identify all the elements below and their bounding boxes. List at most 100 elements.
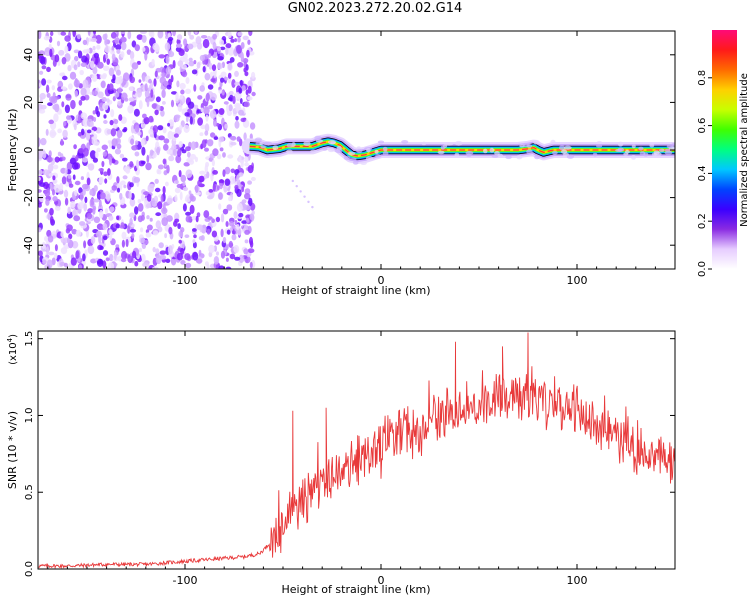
noise-blob: [66, 161, 73, 171]
track-speckle: [314, 135, 322, 141]
noise-blob: [64, 197, 69, 206]
noise-blob: [113, 251, 117, 261]
noise-blob: [242, 35, 249, 41]
noise-blob: [98, 199, 102, 208]
track-speckle: [322, 147, 328, 151]
faint-dot: [303, 195, 306, 198]
noise-blob: [82, 39, 88, 46]
noise-blob: [103, 120, 108, 124]
noise-blob: [176, 252, 183, 261]
noise-blob: [239, 98, 243, 104]
noise-blob: [38, 250, 43, 257]
noise-blob: [224, 76, 229, 81]
colorbar: 0.0 0.2 0.4 0.6 0.8 Normalized spectral ampl…: [697, 30, 750, 277]
noise-blob: [245, 89, 249, 96]
noise-blob: [213, 70, 217, 79]
noise-blob: [106, 58, 110, 65]
noise-blob: [129, 212, 135, 218]
noise-blob: [111, 138, 118, 147]
noise-blob: [211, 64, 217, 71]
track-speckle: [638, 146, 644, 151]
noise-blob: [136, 88, 142, 98]
noise-blob: [92, 66, 98, 75]
noise-blob: [60, 138, 64, 146]
noise-blob: [168, 51, 175, 58]
snr-scale-label: (x104): [6, 334, 19, 365]
noise-blob: [229, 57, 235, 63]
noise-blob: [67, 174, 72, 179]
noise-blob: [177, 223, 181, 230]
noise-blob: [180, 89, 185, 95]
noise-blob: [60, 31, 67, 36]
noise-blob: [216, 62, 223, 70]
noise-blob: [60, 231, 64, 238]
noise-blob: [86, 212, 93, 220]
noise-blob: [116, 143, 122, 150]
noise-blob: [167, 245, 173, 255]
noise-blob: [101, 160, 105, 168]
noise-blob: [48, 251, 55, 256]
track-speckle: [254, 137, 262, 142]
noise-blob: [129, 76, 135, 84]
noise-blob: [38, 176, 41, 181]
track-speckle: [272, 145, 279, 151]
noise-blob: [199, 54, 205, 62]
noise-blob: [217, 56, 224, 61]
x-tick-label: -100: [173, 574, 198, 587]
noise-blob: [135, 159, 140, 169]
noise-blob: [45, 128, 49, 136]
noise-blob: [192, 239, 196, 244]
noise-blob: [181, 70, 188, 78]
noise-blob: [129, 217, 133, 226]
noise-blob: [209, 109, 217, 119]
noise-blob: [208, 189, 214, 193]
noise-blob: [229, 221, 235, 227]
noise-blob: [206, 228, 211, 235]
noise-blob: [59, 261, 66, 267]
noise-blob: [197, 95, 203, 100]
noise-blob: [142, 113, 147, 119]
noise-blob: [38, 227, 42, 233]
noise-blob: [218, 179, 225, 184]
noise-blob: [64, 104, 70, 114]
noise-blob: [116, 129, 123, 139]
noise-blob: [77, 202, 84, 210]
noise-blob: [155, 220, 161, 229]
noise-blob: [217, 185, 220, 191]
noise-blob: [61, 101, 65, 108]
faint-dot: [311, 205, 314, 209]
noise-blob: [107, 262, 115, 269]
noise-blob: [206, 263, 210, 269]
noise-region: [38, 31, 314, 269]
faint-dot: [295, 184, 298, 188]
noise-blob: [157, 201, 163, 210]
noise-blob: [236, 189, 242, 197]
noise-blob: [143, 191, 150, 196]
noise-blob: [77, 61, 81, 68]
snr-panel: -100 0 100 0.0 0.5 1.0 1.5 Height of straight…: [6, 330, 676, 596]
noise-blob: [170, 99, 175, 108]
noise-blob: [234, 184, 239, 190]
noise-blob: [108, 156, 113, 166]
noise-blob: [208, 62, 213, 70]
noise-blob: [193, 84, 197, 92]
noise-blob: [207, 195, 214, 200]
noise-blob: [241, 220, 248, 225]
noise-blob: [61, 156, 66, 161]
noise-blob: [185, 58, 189, 67]
noise-blob: [69, 157, 77, 165]
noise-blob: [178, 141, 183, 148]
track-speckle: [649, 143, 655, 148]
noise-blob: [82, 253, 86, 262]
spectrogram-y-label: Frequency (Hz): [6, 109, 19, 192]
noise-blob: [52, 189, 55, 196]
noise-blob: [224, 123, 228, 129]
noise-blob: [73, 49, 80, 54]
noise-blob: [92, 45, 96, 51]
noise-blob: [180, 227, 185, 233]
noise-blob: [38, 82, 42, 88]
noise-blob: [161, 72, 166, 78]
noise-blob: [156, 146, 161, 156]
noise-blob: [226, 103, 229, 113]
noise-blob: [213, 255, 220, 265]
